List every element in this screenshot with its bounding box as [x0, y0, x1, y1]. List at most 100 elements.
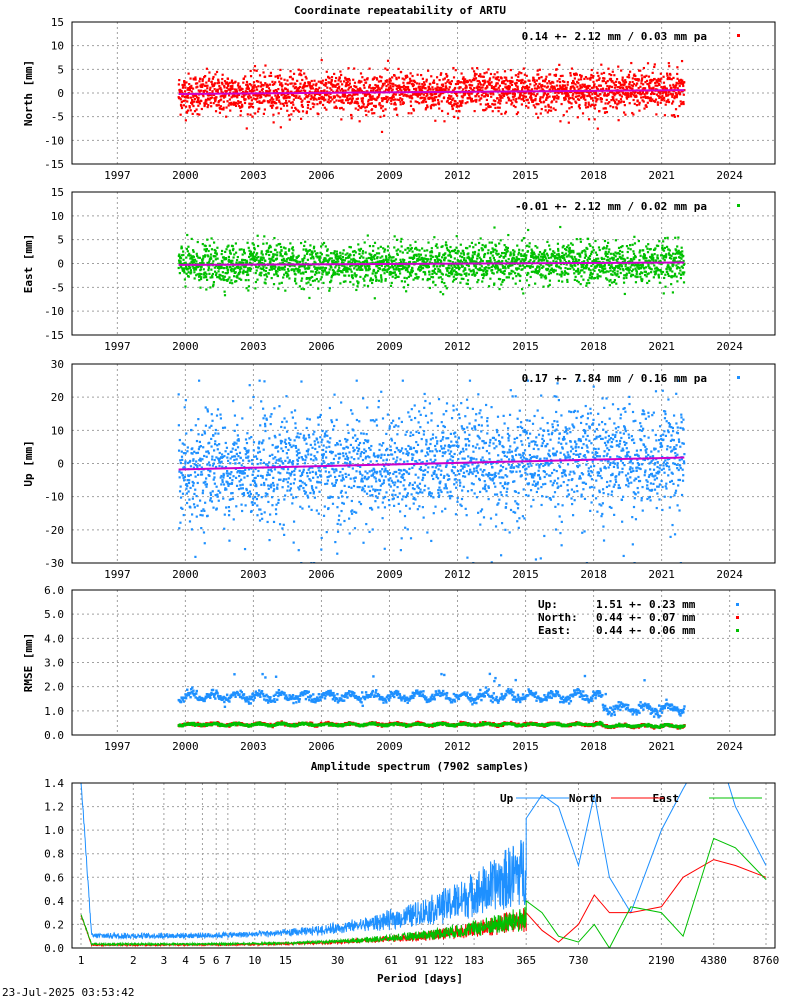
east-point [445, 287, 448, 290]
north-point [203, 103, 206, 106]
east-point [351, 250, 355, 253]
north-point [492, 99, 495, 102]
north-point [574, 100, 577, 103]
north-point [581, 91, 584, 94]
east-point [555, 253, 559, 256]
east-point [324, 266, 328, 270]
north-point [216, 89, 219, 92]
north-point [522, 99, 526, 103]
east-point [596, 273, 599, 276]
east-point [523, 254, 526, 257]
north-point [395, 107, 398, 110]
north-point [359, 88, 362, 91]
north-point [202, 95, 205, 98]
east-point [269, 260, 272, 263]
east-point [290, 259, 293, 262]
north-point [562, 84, 565, 88]
north-point [492, 93, 495, 96]
north-point [189, 86, 192, 89]
east-point [556, 257, 559, 260]
north-point [299, 82, 302, 85]
north-point [599, 92, 602, 96]
north-point [431, 86, 434, 89]
east-point [509, 253, 512, 256]
east-point [578, 258, 581, 262]
north-point [593, 118, 596, 121]
north-point [479, 75, 482, 78]
east-point [321, 266, 324, 269]
east-point [180, 246, 183, 250]
east-point [209, 276, 212, 279]
east-point [502, 278, 506, 282]
north-point [355, 92, 358, 96]
east-point [415, 273, 418, 276]
east-point [224, 271, 227, 275]
east-point [228, 276, 231, 279]
east-point [308, 266, 311, 269]
north-point [264, 82, 267, 85]
north-point [533, 81, 536, 84]
east-point [408, 271, 411, 274]
north-point [288, 118, 291, 121]
east-point [280, 281, 283, 284]
north-point [461, 77, 465, 80]
north-point [584, 76, 588, 79]
north-point [272, 98, 275, 101]
east-point [234, 242, 237, 245]
north-point [301, 105, 304, 109]
east-point [256, 266, 259, 269]
east-point [373, 257, 376, 260]
east-point [576, 252, 579, 255]
east-point [453, 248, 457, 252]
north-point [498, 89, 501, 92]
north-point [299, 72, 302, 75]
north-point [333, 72, 336, 76]
north-point [680, 59, 684, 63]
east-point [492, 256, 495, 260]
east-point [230, 261, 233, 264]
north-point [633, 102, 636, 105]
north-point [621, 78, 624, 81]
east-point [460, 273, 463, 277]
north-point [538, 82, 541, 85]
north-point [319, 102, 322, 105]
north-point [452, 97, 455, 100]
east-point [473, 260, 476, 263]
east-point [353, 272, 356, 275]
east-point [613, 254, 616, 257]
north-point [579, 84, 582, 87]
east-point [180, 266, 183, 269]
east-point [596, 277, 599, 280]
east-point [505, 276, 509, 279]
east-point [210, 257, 213, 260]
north-point [198, 102, 201, 105]
east-point [343, 259, 346, 262]
north-point [271, 83, 274, 86]
north-point [615, 91, 618, 94]
north-point [585, 106, 588, 109]
north-point [194, 82, 198, 85]
north-point [229, 85, 232, 88]
east-point [377, 279, 381, 282]
north-point [186, 93, 189, 97]
east-x-tick-label: 2009 [376, 340, 403, 353]
east-point [382, 247, 385, 250]
north-point [663, 85, 666, 88]
north-point [368, 84, 372, 87]
east-panel: 1997 2000 2003 2006 2009 2012 2015 2018 2021 2024… [22, 186, 776, 353]
east-point [610, 265, 613, 268]
north-point [617, 119, 620, 122]
north-point [208, 71, 211, 74]
east-point [209, 253, 213, 256]
east-point [405, 290, 408, 293]
north-point [459, 101, 462, 104]
north-point [378, 75, 382, 78]
east-point [259, 267, 262, 270]
east-point [528, 284, 531, 287]
north-point [525, 84, 529, 88]
north-point [446, 112, 450, 115]
north-point [393, 98, 397, 101]
north-point [413, 79, 416, 83]
north-point [245, 83, 248, 86]
north-point [389, 85, 392, 88]
